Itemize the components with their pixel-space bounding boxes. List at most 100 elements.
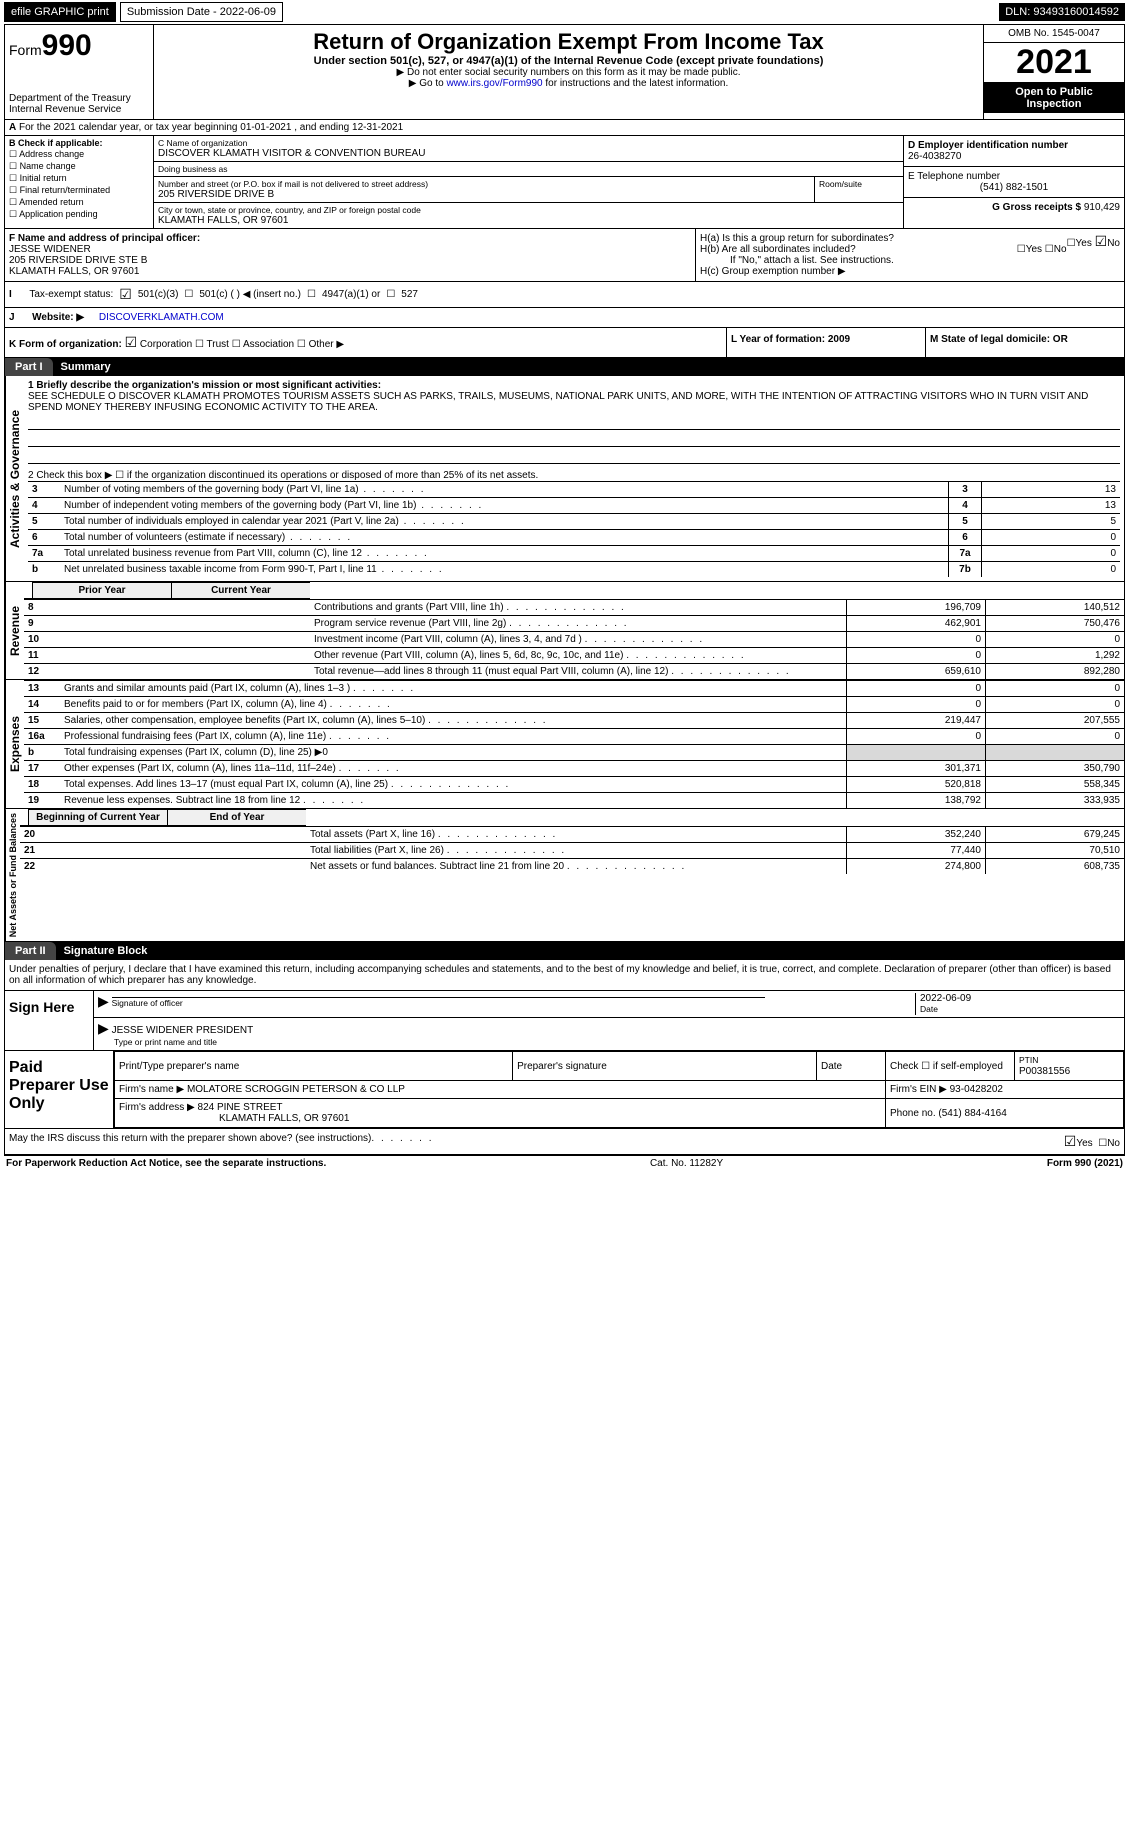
b-label: B Check if applicable:	[9, 138, 149, 148]
c-label: C Name of organization	[158, 138, 899, 148]
part2-title: Signature Block	[56, 942, 156, 960]
date-label: Date	[920, 1004, 938, 1014]
ptin-value: P00381556	[1019, 1066, 1070, 1077]
cb-app-pending[interactable]: ☐ Application pending	[9, 209, 149, 220]
part1-title: Summary	[53, 358, 119, 376]
instructions-link[interactable]: www.irs.gov/Form990	[446, 78, 542, 89]
dln-tag: DLN: 93493160014592	[999, 3, 1125, 21]
ein-label: Firm's EIN ▶	[890, 1084, 947, 1095]
table-row: 8Contributions and grants (Part VIII, li…	[24, 600, 1124, 616]
table-row: 18Total expenses. Add lines 13–17 (must …	[24, 777, 1124, 793]
q1-label: 1 Briefly describe the organization's mi…	[28, 380, 1120, 391]
cb-initial-return[interactable]: ☐ Initial return	[9, 173, 149, 184]
activities-governance: Activities & Governance 1 Briefly descri…	[5, 376, 1124, 582]
website-link[interactable]: DISCOVERKLAMATH.COM	[99, 312, 224, 323]
discuss-row: May the IRS discuss this return with the…	[5, 1129, 1124, 1155]
d-label: D Employer identification number	[908, 140, 1068, 151]
table-row: 13Grants and similar amounts paid (Part …	[24, 681, 1124, 697]
cb-501c[interactable]: ☐	[184, 289, 193, 300]
cb-corp[interactable]: ☑	[125, 334, 138, 350]
expenses-table: 13Grants and similar amounts paid (Part …	[24, 680, 1124, 808]
table-row: 7aTotal unrelated business revenue from …	[28, 546, 1120, 562]
tax-year: 2021	[984, 42, 1124, 83]
q2: 2 Check this box ▶ ☐ if the organization…	[28, 470, 1120, 481]
firm-phone: (541) 884-4164	[938, 1108, 1006, 1119]
e-label: E Telephone number	[908, 171, 1000, 182]
paid-h3: Check ☐ if self-employed	[886, 1052, 1015, 1081]
cb-final-return[interactable]: ☐ Final return/terminated	[9, 185, 149, 196]
table-row: 4Number of independent voting members of…	[28, 498, 1120, 514]
part1-tab: Part I	[5, 358, 53, 376]
officer-name: JESSE WIDENER	[9, 244, 91, 255]
table-row: 21Total liabilities (Part X, line 26) 77…	[20, 843, 1124, 859]
ag-body: 1 Briefly describe the organization's mi…	[24, 376, 1124, 581]
table-header-row: Beginning of Current YearEnd of Year	[20, 809, 306, 826]
table-row: 20Total assets (Part X, line 16) 352,240…	[20, 827, 1124, 843]
col-f: F Name and address of principal officer:…	[5, 229, 695, 281]
declaration: Under penalties of perjury, I declare th…	[5, 960, 1124, 991]
table-row: 6Total number of volunteers (estimate if…	[28, 530, 1120, 546]
cb-other[interactable]: ☐	[297, 339, 306, 350]
header-right: OMB No. 1545-0047 2021 Open to Public In…	[983, 25, 1124, 119]
table-row: 10Investment income (Part VIII, column (…	[24, 632, 1124, 648]
irs-label: Internal Revenue Service	[9, 104, 149, 115]
street-value: 205 RIVERSIDE DRIVE B	[158, 189, 810, 200]
paid-h4: PTINP00381556	[1015, 1052, 1124, 1081]
table-row: 16aProfessional fundraising fees (Part I…	[24, 729, 1124, 745]
cb-amended[interactable]: ☐ Amended return	[9, 197, 149, 208]
form-note2: ▶ Go to www.irs.gov/Form990 for instruct…	[158, 78, 979, 89]
cb-501c3[interactable]: ☑	[119, 286, 132, 303]
h-b: H(b) Are all subordinates included? ☐Yes…	[700, 244, 1120, 255]
table-row: 17Other expenses (Part IX, column (A), l…	[24, 761, 1124, 777]
gross-value: 910,429	[1084, 202, 1120, 213]
cb-4947[interactable]: ☐	[307, 289, 316, 300]
side-ag: Activities & Governance	[5, 376, 24, 581]
cb-discuss-no[interactable]: ☐	[1098, 1138, 1107, 1149]
website-row: J Website: ▶ DISCOVERKLAMATH.COM	[5, 308, 1124, 328]
expenses-wrap: Expenses 13Grants and similar amounts pa…	[5, 680, 1124, 809]
city-label: City or town, state or province, country…	[158, 205, 899, 215]
paid-h2: Date	[817, 1052, 886, 1081]
cb-address-change[interactable]: ☐ Address change	[9, 149, 149, 160]
cb-assoc[interactable]: ☐	[232, 339, 241, 350]
table-row: 3Number of voting members of the governi…	[28, 482, 1120, 498]
form-number: Form990	[9, 29, 149, 63]
firm-label: Firm's name ▶	[119, 1084, 184, 1095]
form-subtitle: Under section 501(c), 527, or 4947(a)(1)…	[158, 55, 979, 67]
table-row: 5Total number of individuals employed in…	[28, 514, 1120, 530]
dept-label: Department of the Treasury	[9, 93, 149, 104]
room-label: Room/suite	[819, 179, 899, 189]
firm-addr: 824 PINE STREET	[198, 1102, 283, 1113]
street-cell: Number and street (or P.O. box if mail i…	[154, 177, 815, 202]
form-title: Return of Organization Exempt From Incom…	[158, 29, 979, 55]
street-label: Number and street (or P.O. box if mail i…	[158, 179, 810, 189]
firm-ein: 93-0428202	[950, 1084, 1003, 1095]
ein-row: D Employer identification number26-40382…	[904, 136, 1124, 167]
top-bar: efile GRAPHIC print Submission Date - 20…	[0, 0, 1129, 24]
table-row: 15Salaries, other compensation, employee…	[24, 713, 1124, 729]
cb-527[interactable]: ☐	[386, 289, 395, 300]
h-a: H(a) Is this a group return for subordin…	[700, 233, 1120, 244]
addr-label: Firm's address ▶	[119, 1102, 195, 1113]
k-cell: K Form of organization: ☑ Corporation ☐ …	[5, 328, 726, 357]
cb-trust[interactable]: ☐	[195, 339, 204, 350]
f-label: F Name and address of principal officer:	[9, 233, 200, 244]
table-row: 22Net assets or fund balances. Subtract …	[20, 859, 1124, 875]
dba-row: Doing business as	[154, 162, 903, 177]
sign-date: 2022-06-09	[920, 993, 971, 1004]
cb-discuss-yes[interactable]: ☑	[1064, 1133, 1077, 1149]
addr-row: Firm's address ▶ 824 PINE STREETKLAMATH …	[115, 1099, 1124, 1128]
blank-line-2	[28, 432, 1120, 447]
firm-addr2: KLAMATH FALLS, OR 97601	[219, 1113, 349, 1124]
officer-addr1: 205 RIVERSIDE DRIVE STE B	[9, 255, 147, 266]
paid-label: Paid Preparer Use Only	[5, 1051, 113, 1128]
col-b: B Check if applicable: ☐ Address change …	[5, 136, 154, 228]
city-value: KLAMATH FALLS, OR 97601	[158, 215, 899, 226]
gross-row: G Gross receipts $ 910,429	[904, 198, 1124, 217]
cb-name-change[interactable]: ☐ Name change	[9, 161, 149, 172]
revenue-table: Prior YearCurrent Year8Contributions and…	[24, 582, 1124, 679]
section-fh: F Name and address of principal officer:…	[5, 229, 1124, 282]
sign-here-label: Sign Here	[5, 991, 93, 1050]
discuss-q: May the IRS discuss this return with the…	[9, 1133, 371, 1150]
netassets-table: Beginning of Current YearEnd of Year20To…	[20, 809, 1124, 874]
